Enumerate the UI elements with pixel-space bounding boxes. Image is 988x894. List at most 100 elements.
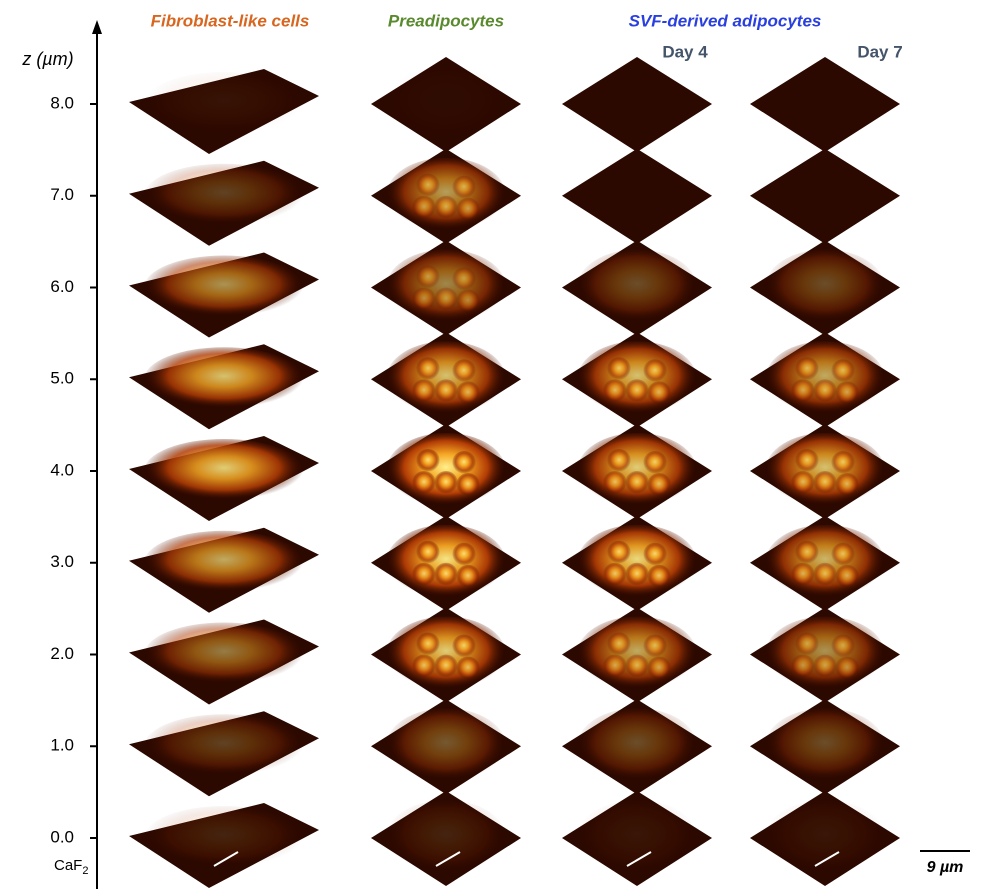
cell-blob: [831, 543, 855, 567]
cell-blob: [647, 657, 671, 681]
cell-blob: [625, 655, 649, 679]
height-map-tile: [750, 149, 900, 244]
sub-header: Day 4: [662, 42, 708, 61]
cell-blob: [452, 451, 476, 475]
cell-blob: [603, 563, 627, 587]
cell-blob: [813, 563, 837, 587]
cell-blob: [434, 471, 458, 495]
cell-blob: [607, 357, 631, 381]
axis-tick-label: 7.0: [50, 185, 74, 204]
column-header: Fibroblast-like cells: [151, 11, 310, 30]
cell-blob: [412, 288, 436, 312]
cell-blob: [452, 176, 476, 200]
axis-tick-label: 1.0: [50, 736, 74, 755]
substrate-label: CaF2: [54, 857, 88, 877]
cell-blob: [831, 635, 855, 659]
cell-blob: [835, 565, 859, 589]
cell-blob: [607, 449, 631, 473]
cell-blob: [643, 451, 667, 475]
cell-blob: [416, 357, 440, 381]
height-map-glow: [765, 708, 885, 784]
cell-blob: [813, 379, 837, 403]
cell-blob: [456, 473, 480, 497]
axis-tick-label: 0.0: [50, 827, 74, 846]
axis-tick-label: 6.0: [50, 277, 74, 296]
cell-blob: [603, 471, 627, 495]
height-map-tile: [750, 57, 900, 152]
height-map-glow: [144, 72, 304, 136]
cell-blob: [434, 655, 458, 679]
cell-blob: [791, 563, 815, 587]
height-map-glow: [765, 800, 885, 876]
cell-blob: [795, 357, 819, 381]
cell-blob: [647, 381, 671, 405]
scale-bar-label: 9 µm: [927, 859, 964, 876]
cell-blob: [434, 563, 458, 587]
cell-blob: [795, 633, 819, 657]
substrate-subscript: 2: [82, 865, 88, 877]
cell-blob: [603, 379, 627, 403]
axis-label: z (µm): [21, 49, 73, 69]
cell-blob: [607, 633, 631, 657]
cell-blob: [835, 657, 859, 681]
cell-blob: [416, 266, 440, 290]
height-map-glow: [144, 347, 304, 411]
cell-blob: [643, 635, 667, 659]
cell-blob: [416, 449, 440, 473]
cell-blob: [607, 541, 631, 565]
height-map-glow: [577, 800, 697, 876]
cell-blob: [813, 471, 837, 495]
height-map-glow: [386, 708, 506, 784]
cell-blob: [412, 471, 436, 495]
cell-blob: [625, 471, 649, 495]
cell-blob: [412, 196, 436, 220]
axis-tick-label: 2.0: [50, 644, 74, 663]
cell-blob: [643, 543, 667, 567]
cell-blob: [416, 174, 440, 198]
cell-blob: [835, 381, 859, 405]
cell-blob: [456, 198, 480, 222]
cell-blob: [456, 657, 480, 681]
cell-blob: [434, 379, 458, 403]
column-header: Preadipocytes: [388, 11, 504, 30]
cell-blob: [831, 451, 855, 475]
height-map-tile: [562, 149, 712, 244]
cell-blob: [791, 471, 815, 495]
substrate-base: CaF: [54, 857, 82, 874]
cell-blob: [416, 541, 440, 565]
cell-blob: [456, 565, 480, 589]
cell-blob: [647, 473, 671, 497]
height-map-glow: [577, 250, 697, 326]
cell-blob: [412, 563, 436, 587]
height-map-tile: [562, 57, 712, 152]
cell-blob: [452, 268, 476, 292]
cell-blob: [452, 635, 476, 659]
cell-blob: [452, 543, 476, 567]
cell-blob: [795, 541, 819, 565]
cell-blob: [625, 563, 649, 587]
height-map-glow: [144, 714, 304, 778]
cell-blob: [452, 359, 476, 383]
cell-blob: [791, 379, 815, 403]
height-map-glow: [386, 66, 506, 142]
axis-arrow: [92, 20, 102, 34]
height-map-glow: [144, 256, 304, 320]
axis-tick-label: 4.0: [50, 460, 74, 479]
cell-blob: [791, 655, 815, 679]
axis-tick-label: 3.0: [50, 552, 74, 571]
height-map-glow: [765, 250, 885, 326]
axis-tick-label: 8.0: [50, 93, 74, 112]
figure: z (µm) CaF2 Fibroblast-like cells Preadi…: [0, 0, 988, 889]
height-map-glow: [144, 531, 304, 595]
cell-blob: [625, 379, 649, 403]
cell-blob: [795, 449, 819, 473]
height-map-glow: [144, 164, 304, 228]
cell-blob: [412, 655, 436, 679]
cell-blob: [831, 359, 855, 383]
cell-blob: [647, 565, 671, 589]
cell-blob: [643, 359, 667, 383]
cell-blob: [835, 473, 859, 497]
cell-blob: [456, 290, 480, 314]
height-map-glow: [577, 708, 697, 784]
height-map-glow: [386, 800, 506, 876]
